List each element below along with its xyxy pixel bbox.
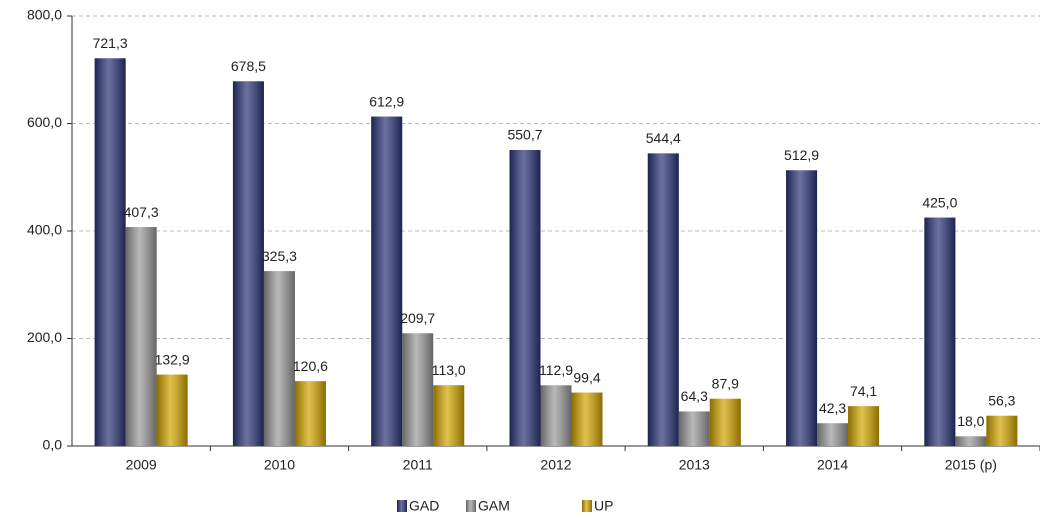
bar-shade (571, 392, 603, 446)
bar-shade (986, 415, 1018, 446)
value-label: 18,0 (957, 413, 984, 429)
value-label: 612,9 (369, 93, 404, 109)
bar-shade (817, 423, 849, 446)
bar-shade (848, 406, 880, 446)
value-label: 56,3 (988, 392, 1015, 408)
bar-shade (402, 333, 434, 446)
bar-shade (540, 385, 572, 446)
bar-shade (709, 398, 741, 446)
legend-label: GAM (478, 498, 510, 514)
value-label: 64,3 (681, 388, 708, 404)
legend-label: UP (594, 498, 613, 514)
value-label: 132,9 (155, 351, 190, 367)
bar-shade (924, 217, 956, 446)
value-label: 120,6 (293, 358, 328, 374)
bar-shade (678, 411, 710, 446)
x-tick-label: 2010 (264, 457, 295, 473)
y-tick-label: 200,0 (27, 329, 62, 345)
value-label: 113,0 (432, 362, 466, 378)
x-tick-label: 2012 (540, 457, 571, 473)
x-tick-label: 2009 (126, 457, 157, 473)
bar-shade (94, 58, 126, 447)
bar-shade (232, 81, 264, 447)
value-label: 678,5 (231, 58, 266, 74)
value-label: 209,7 (400, 310, 435, 326)
y-tick-label: 0,0 (43, 437, 63, 453)
x-tick-label: 2013 (679, 457, 710, 473)
bar-shade (433, 385, 465, 446)
legend-swatch-shade (466, 500, 476, 512)
bar-shade (294, 381, 326, 446)
value-label: 512,9 (784, 147, 819, 163)
x-tick-label: 2011 (403, 457, 433, 473)
value-label: 425,0 (922, 194, 957, 210)
x-tick-label: 2014 (817, 457, 848, 473)
value-label: 99,4 (573, 369, 600, 385)
bar-shade (263, 271, 295, 446)
legend-swatch-shade (397, 500, 407, 512)
y-tick-label: 800,0 (27, 7, 62, 23)
y-tick-label: 400,0 (27, 222, 62, 238)
bar-shade (125, 227, 157, 446)
value-label: 87,9 (712, 375, 739, 391)
bar-shade (156, 374, 188, 446)
bar-shade (509, 149, 541, 446)
value-label: 112,9 (539, 362, 573, 378)
value-label: 325,3 (262, 248, 297, 264)
value-label: 721,3 (93, 35, 128, 51)
bar-shade (647, 153, 679, 446)
legend-swatch-shade (582, 500, 592, 512)
bar-shade (371, 116, 403, 446)
value-label: 74,1 (850, 383, 877, 399)
legend-label: GAD (409, 498, 439, 514)
value-label: 42,3 (819, 400, 846, 416)
value-label: 550,7 (507, 127, 542, 143)
bar-shade (955, 436, 987, 446)
value-label: 407,3 (124, 204, 159, 220)
bar-shade (786, 170, 818, 446)
value-label: 544,4 (646, 130, 681, 146)
y-tick-label: 600,0 (27, 114, 62, 130)
x-tick-label: 2015 (p) (945, 457, 997, 473)
